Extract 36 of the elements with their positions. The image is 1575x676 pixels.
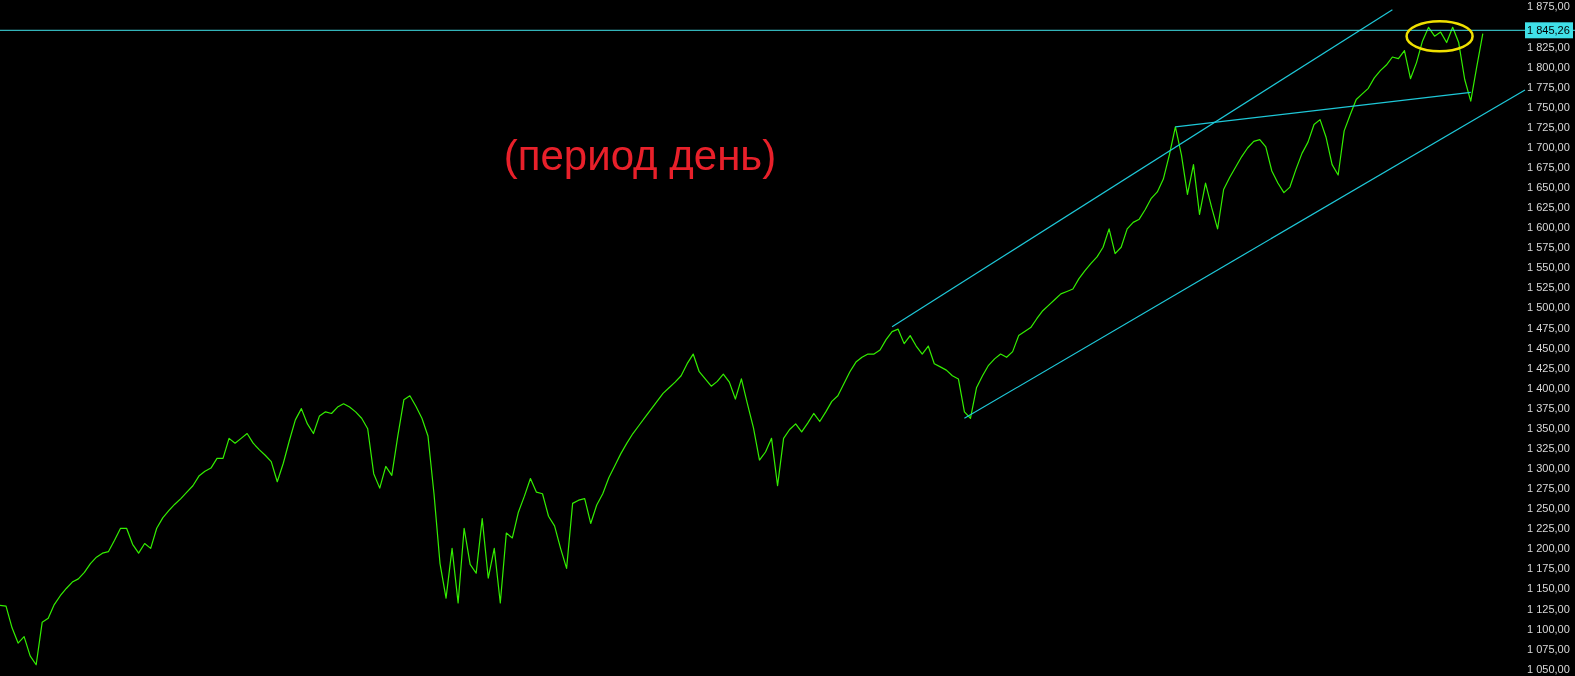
y-tick-label: 1 675,00 (1527, 160, 1570, 173)
y-tick-label: 1 100,00 (1527, 622, 1570, 635)
y-tick-label: 1 225,00 (1527, 522, 1570, 535)
y-tick-label: 1 250,00 (1527, 502, 1570, 515)
y-tick-label: 1 175,00 (1527, 562, 1570, 575)
y-tick-label: 1 825,00 (1527, 40, 1570, 53)
y-tick-label: 1 200,00 (1527, 542, 1570, 555)
y-tick-label: 1 550,00 (1527, 261, 1570, 274)
y-tick-label: 1 775,00 (1527, 80, 1570, 93)
y-tick-label: 1 375,00 (1527, 401, 1570, 414)
y-tick-label: 1 700,00 (1527, 140, 1570, 153)
y-tick-label: 1 500,00 (1527, 301, 1570, 314)
y-tick-label: 1 125,00 (1527, 602, 1570, 615)
y-tick-label: 1 575,00 (1527, 241, 1570, 254)
y-tick-label: 1 075,00 (1527, 642, 1570, 655)
text: (период день) (503, 132, 777, 179)
y-tick-label: 1 525,00 (1527, 281, 1570, 294)
line-series (0, 26, 1484, 666)
y-tick-label: 1 875,00 (1527, 0, 1570, 13)
y-tick-label: 1 150,00 (1527, 582, 1570, 595)
y-tick-label: 1 600,00 (1527, 221, 1570, 234)
y-tick-label: 1 050,00 (1527, 662, 1570, 675)
y-tick-label: 1 350,00 (1527, 421, 1570, 434)
y-tick-label: 1 275,00 (1527, 482, 1570, 495)
y-tick-label: 1 625,00 (1527, 201, 1570, 214)
y-tick-label: 1 325,00 (1527, 441, 1570, 454)
y-tick-label: 1 750,00 (1527, 100, 1570, 113)
y-tick-label: 1 650,00 (1527, 181, 1570, 194)
y-tick-label: 1 800,00 (1527, 60, 1570, 73)
y-tick-label: 1 400,00 (1527, 381, 1570, 394)
ref-line-label: 1 845,26 (1527, 24, 1570, 37)
y-tick-label: 1 300,00 (1527, 462, 1570, 475)
y-tick-label: 1 450,00 (1527, 341, 1570, 354)
y-tick-label: 1 475,00 (1527, 321, 1570, 334)
y-tick-label: 1 425,00 (1527, 361, 1570, 374)
y-tick-label: 1 725,00 (1527, 120, 1570, 133)
